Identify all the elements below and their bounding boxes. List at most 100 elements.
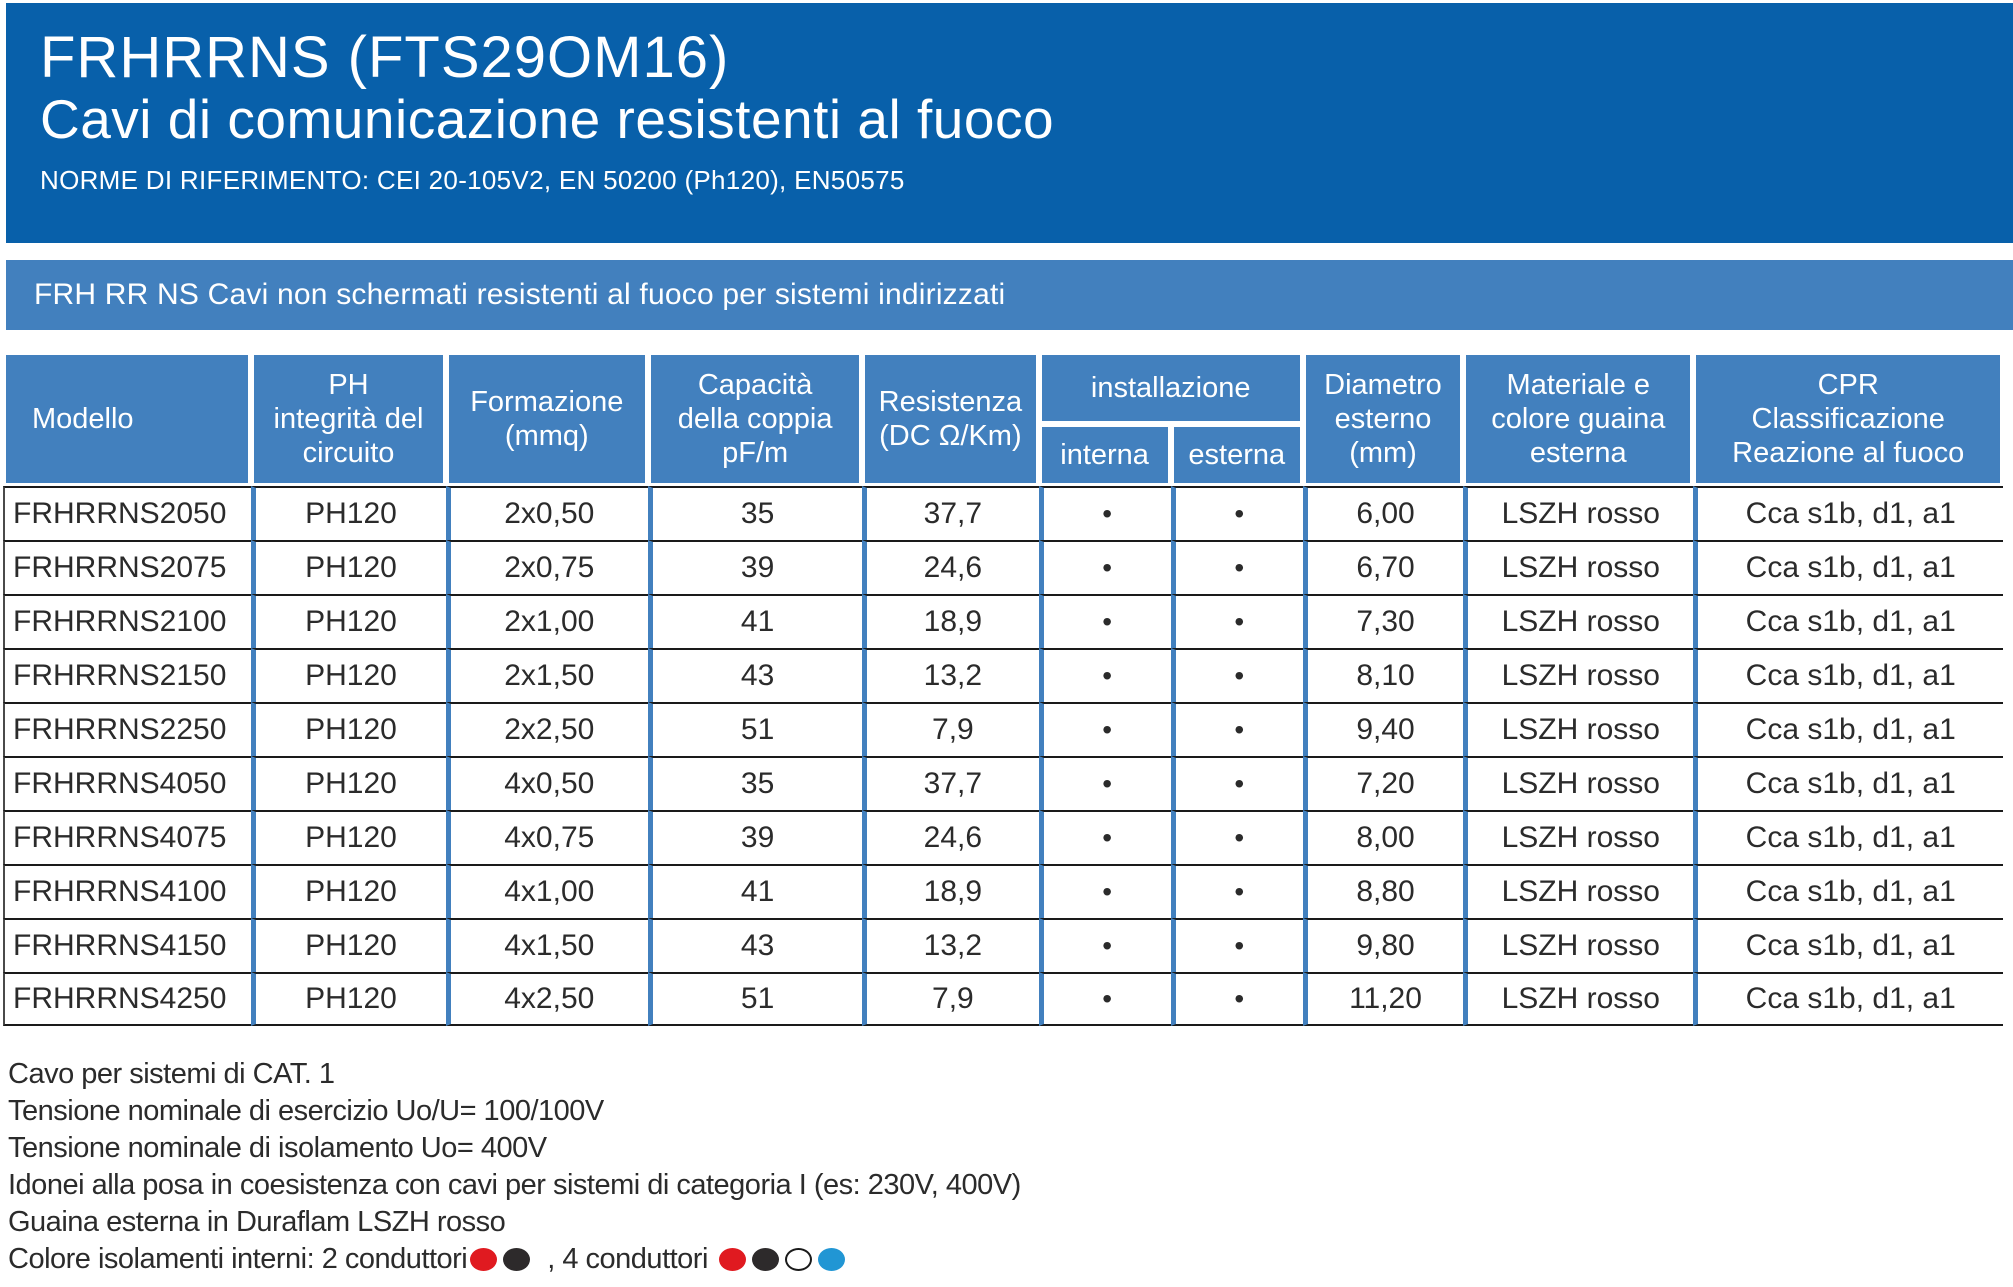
cell-capacita: 51 — [647, 972, 863, 1026]
legend-label: Colore isolamenti interni: 2 conduttori — [8, 1243, 468, 1275]
cell-capacita: 39 — [647, 810, 863, 864]
cell-installazione-esterna-dot: • — [1170, 702, 1303, 756]
table-row: FRHRRNS4250 PH120 4x2,50 51 7,9 • • 11,2… — [3, 972, 2003, 1026]
cell-installazione-interna-dot: • — [1038, 702, 1171, 756]
cell-capacita: 41 — [647, 594, 863, 648]
cell-installazione-interna-dot: • — [1038, 486, 1171, 540]
cell-installazione-interna-dot: • — [1038, 972, 1171, 1026]
table-row: FRHRRNS4075 PH120 4x0,75 39 24,6 • • 8,0… — [3, 810, 2003, 864]
table-row: FRHRRNS2150 PH120 2x1,50 43 13,2 • • 8,1… — [3, 648, 2003, 702]
table-row: FRHRRNS4050 PH120 4x0,50 35 37,7 • • 7,2… — [3, 756, 2003, 810]
note-line: Tensione nominale di isolamento Uo= 400V — [8, 1132, 547, 1164]
cell-formazione: 4x1,00 — [445, 864, 648, 918]
cell-cpr: Cca s1b, d1, a1 — [1693, 810, 2003, 864]
col-subheader-interna: interna — [1038, 424, 1171, 486]
note-line: Idonei alla posa in coesistenza con cavi… — [8, 1169, 1021, 1201]
cell-installazione-interna-dot: • — [1038, 864, 1171, 918]
cell-model: FRHRRNS2150 — [3, 648, 252, 702]
cell-model: FRHRRNS4150 — [3, 918, 252, 972]
cell-installazione-esterna-dot: • — [1170, 540, 1303, 594]
table-row: FRHRRNS2250 PH120 2x2,50 51 7,9 • • 9,40… — [3, 702, 2003, 756]
cell-cpr: Cca s1b, d1, a1 — [1693, 648, 2003, 702]
cell-capacita: 41 — [647, 864, 863, 918]
cell-installazione-esterna-dot: • — [1170, 918, 1303, 972]
cell-ph: PH120 — [251, 648, 446, 702]
cell-capacita: 43 — [647, 918, 863, 972]
note-line: Guaina esterna in Duraflam LSZH rosso — [8, 1206, 506, 1238]
cell-installazione-interna-dot: • — [1038, 540, 1171, 594]
red-dot-icon — [718, 1248, 746, 1271]
note-line: Cavo per sistemi di CAT. 1 — [8, 1058, 335, 1090]
cell-installazione-interna-dot: • — [1038, 594, 1171, 648]
cell-formazione: 4x1,50 — [445, 918, 648, 972]
cell-model: FRHRRNS2050 — [3, 486, 252, 540]
cell-cpr: Cca s1b, d1, a1 — [1693, 540, 2003, 594]
cell-ph: PH120 — [251, 540, 446, 594]
spec-table: Modello PH integrità del circuito Formaz… — [3, 352, 2003, 1026]
cell-materiale: LSZH rosso — [1463, 594, 1694, 648]
col-header-installazione: installazione — [1038, 352, 1303, 424]
cell-materiale: LSZH rosso — [1463, 918, 1694, 972]
red-dot-icon — [470, 1248, 498, 1271]
cell-formazione: 2x0,75 — [445, 540, 648, 594]
col-header-materiale: Materiale e colore guaina esterna — [1463, 352, 1694, 486]
black-dot-icon — [751, 1248, 779, 1271]
cell-resistenza: 24,6 — [862, 810, 1039, 864]
cell-cpr: Cca s1b, d1, a1 — [1693, 918, 2003, 972]
cell-ph: PH120 — [251, 486, 446, 540]
cell-ph: PH120 — [251, 702, 446, 756]
table-row: FRHRRNS4100 PH120 4x1,00 41 18,9 • • 8,8… — [3, 864, 2003, 918]
cell-ph: PH120 — [251, 594, 446, 648]
cell-materiale: LSZH rosso — [1463, 486, 1694, 540]
cell-installazione-interna-dot: • — [1038, 648, 1171, 702]
cell-resistenza: 13,2 — [862, 918, 1039, 972]
cell-capacita: 35 — [647, 756, 863, 810]
cell-capacita: 51 — [647, 702, 863, 756]
cell-materiale: LSZH rosso — [1463, 702, 1694, 756]
cell-resistenza: 37,7 — [862, 756, 1039, 810]
cell-diametro: 6,00 — [1302, 486, 1464, 540]
cell-formazione: 2x0,50 — [445, 486, 648, 540]
cell-installazione-esterna-dot: • — [1170, 756, 1303, 810]
col-header-formazione: Formazione (mmq) — [445, 352, 648, 486]
cell-resistenza: 37,7 — [862, 486, 1039, 540]
cell-materiale: LSZH rosso — [1463, 756, 1694, 810]
white-dot-icon — [784, 1248, 812, 1271]
reference-norms: NORME DI RIFERIMENTO: CEI 20-105V2, EN 5… — [40, 165, 905, 195]
col-header-resistenza: Resistenza (DC Ω/Km) — [862, 352, 1039, 486]
cell-diametro: 9,80 — [1302, 918, 1464, 972]
note-line: Tensione nominale di esercizio Uo/U= 100… — [8, 1095, 604, 1127]
cell-model: FRHRRNS2100 — [3, 594, 252, 648]
cell-diametro: 9,40 — [1302, 702, 1464, 756]
col-header-capacita: Capacità della coppia pF/m — [647, 352, 863, 486]
cell-resistenza: 7,9 — [862, 702, 1039, 756]
cell-formazione: 2x2,50 — [445, 702, 648, 756]
table-row: FRHRRNS2050 PH120 2x0,50 35 37,7 • • 6,0… — [3, 486, 2003, 540]
cell-resistenza: 13,2 — [862, 648, 1039, 702]
cell-model: FRHRRNS4050 — [3, 756, 252, 810]
cell-ph: PH120 — [251, 810, 446, 864]
col-header-cpr: CPR Classificazione Reazione al fuoco — [1693, 352, 2003, 486]
cell-cpr: Cca s1b, d1, a1 — [1693, 702, 2003, 756]
cell-model: FRHRRNS2075 — [3, 540, 252, 594]
cell-resistenza: 18,9 — [862, 594, 1039, 648]
cell-formazione: 4x0,50 — [445, 756, 648, 810]
cell-diametro: 11,20 — [1302, 972, 1464, 1026]
page-subtitle: Cavi di comunicazione resistenti al fuoc… — [40, 88, 1055, 150]
col-header-ph: PH integrità del circuito — [251, 352, 446, 486]
col-header-modello: Modello — [3, 352, 252, 486]
table-body: FRHRRNS2050 PH120 2x0,50 35 37,7 • • 6,0… — [3, 486, 2003, 1026]
cell-installazione-interna-dot: • — [1038, 756, 1171, 810]
cell-installazione-esterna-dot: • — [1170, 972, 1303, 1026]
product-family-strip: FRH RR NS Cavi non schermati resistenti … — [6, 260, 2013, 330]
cell-installazione-esterna-dot: • — [1170, 864, 1303, 918]
cell-formazione: 4x0,75 — [445, 810, 648, 864]
cell-cpr: Cca s1b, d1, a1 — [1693, 486, 2003, 540]
cell-ph: PH120 — [251, 972, 446, 1026]
cell-cpr: Cca s1b, d1, a1 — [1693, 594, 2003, 648]
cell-formazione: 2x1,00 — [445, 594, 648, 648]
cell-capacita: 35 — [647, 486, 863, 540]
blue-dot-icon — [817, 1248, 845, 1271]
legend-second-label: , 4 conduttori — [547, 1243, 708, 1275]
cell-capacita: 43 — [647, 648, 863, 702]
